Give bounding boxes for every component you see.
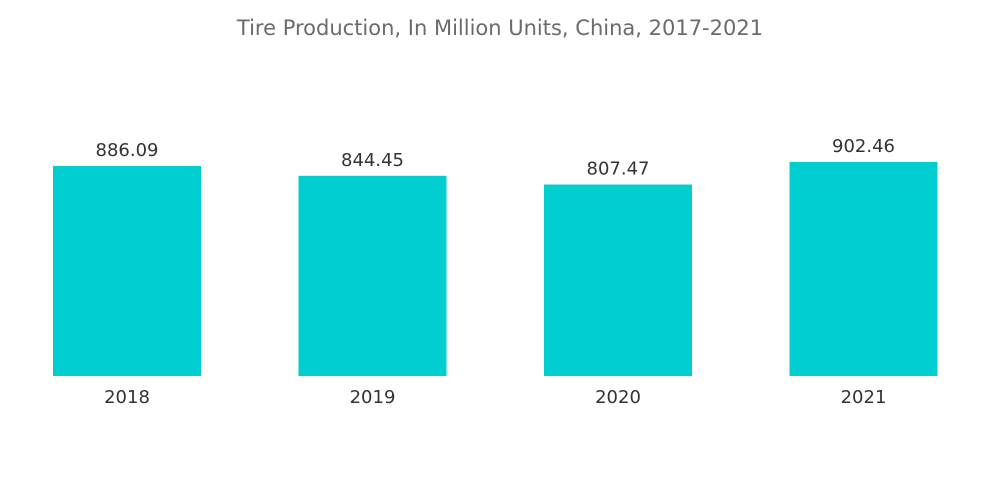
- bar-2020: [544, 184, 692, 376]
- category-label-2021: 2021: [841, 387, 887, 408]
- value-label-2019: 844.45: [341, 150, 404, 171]
- chart-title: Tire Production, In Million Units, China…: [236, 16, 764, 40]
- value-label-2020: 807.47: [587, 159, 650, 180]
- category-label-2018: 2018: [104, 387, 150, 408]
- bar-2018: [53, 165, 201, 376]
- bar-2021: [789, 162, 938, 376]
- value-label-2021: 902.46: [832, 136, 895, 157]
- value-labels-group: 886.09 844.45 807.47 902.46: [96, 136, 895, 180]
- bars-group: [53, 162, 938, 376]
- value-label-2018: 886.09: [96, 140, 159, 161]
- bar-2019: [298, 175, 447, 376]
- category-label-2019: 2019: [350, 387, 396, 408]
- category-labels-group: 2018 2019 2020 2021: [104, 387, 886, 408]
- category-label-2020: 2020: [595, 387, 641, 408]
